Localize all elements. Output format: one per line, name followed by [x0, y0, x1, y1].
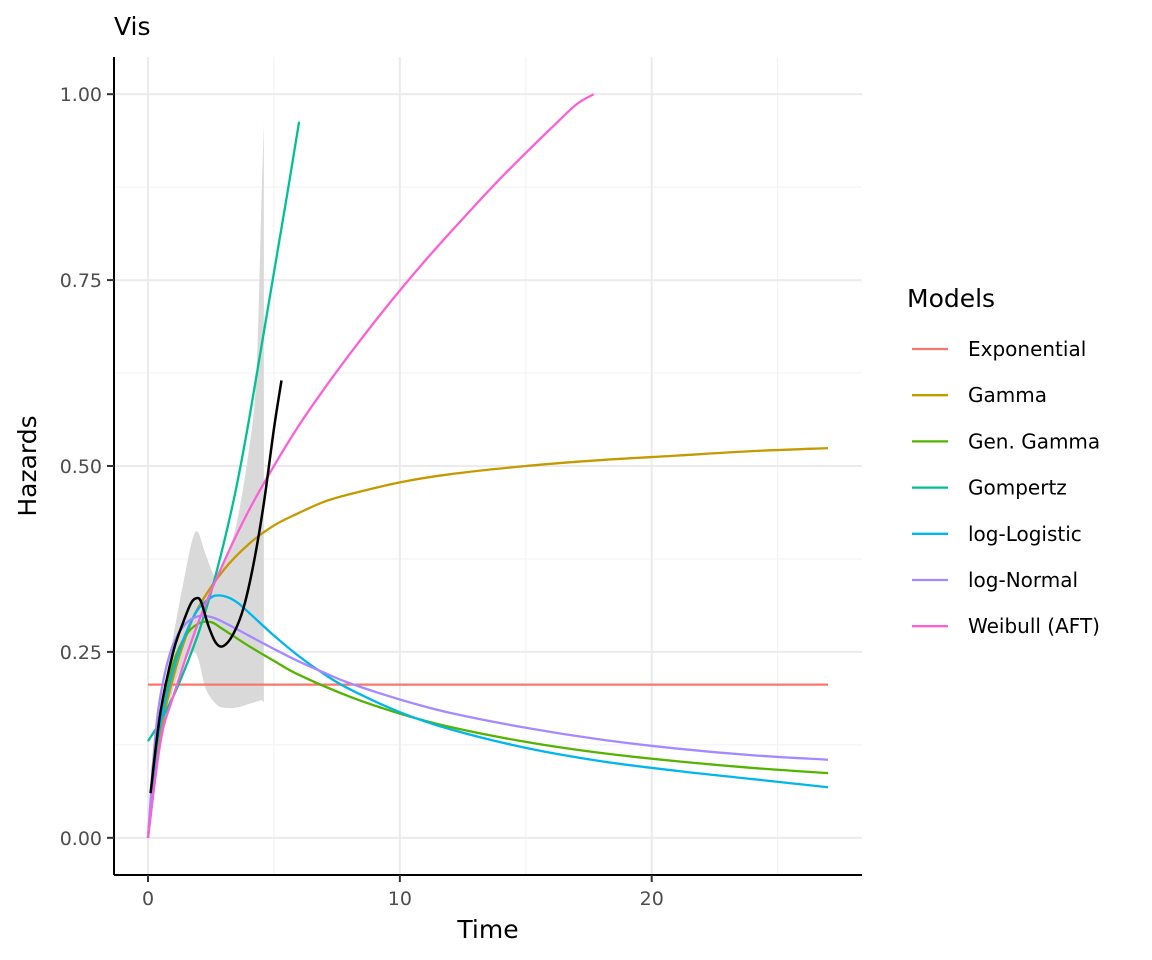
x-tick-label: 0 [142, 888, 154, 910]
axis-ticks: 0.00 0.25 0.50 0.75 1.00 0 10 20 [60, 84, 664, 910]
legend-label-exponential: Exponential [968, 337, 1086, 361]
empirical-hazard-line [149, 380, 283, 794]
y-tick-label: 0.25 [60, 642, 102, 664]
legend-label-gamma: Gamma [968, 383, 1047, 407]
x-tick-label: 10 [388, 888, 412, 910]
plot-title: Vis [114, 12, 151, 41]
y-tick-label: 0.50 [60, 456, 102, 478]
series-line-log-logistic [146, 594, 829, 838]
y-tick-label: 0.75 [60, 270, 102, 292]
series-line-log-normal [146, 614, 829, 838]
y-tick-label: 1.00 [60, 84, 102, 106]
legend-label-log-normal: log-Normal [968, 568, 1078, 592]
y-axis-title: Hazards [13, 415, 42, 516]
legend-label-gompertz: Gompertz [968, 476, 1067, 500]
y-tick-label: 0.00 [60, 828, 102, 850]
legend: Models Exponential Gamma Gen. Gamma Gompert… [907, 284, 1100, 638]
series-lines-layer [146, 93, 829, 838]
series-line-gamma [146, 447, 829, 838]
series-line-weibull-aft [146, 93, 595, 838]
series-line-gen-gamma [146, 620, 829, 838]
legend-items: Exponential Gamma Gen. Gamma Gompertz log-Lo… [912, 337, 1100, 638]
legend-label-gen-gamma: Gen. Gamma [968, 429, 1100, 453]
legend-label-log-logistic: log-Logistic [968, 522, 1082, 546]
x-tick-label: 20 [640, 888, 664, 910]
legend-label-weibull-aft: Weibull (AFT) [968, 614, 1100, 638]
legend-title: Models [907, 284, 995, 313]
x-axis-title: Time [456, 915, 518, 944]
